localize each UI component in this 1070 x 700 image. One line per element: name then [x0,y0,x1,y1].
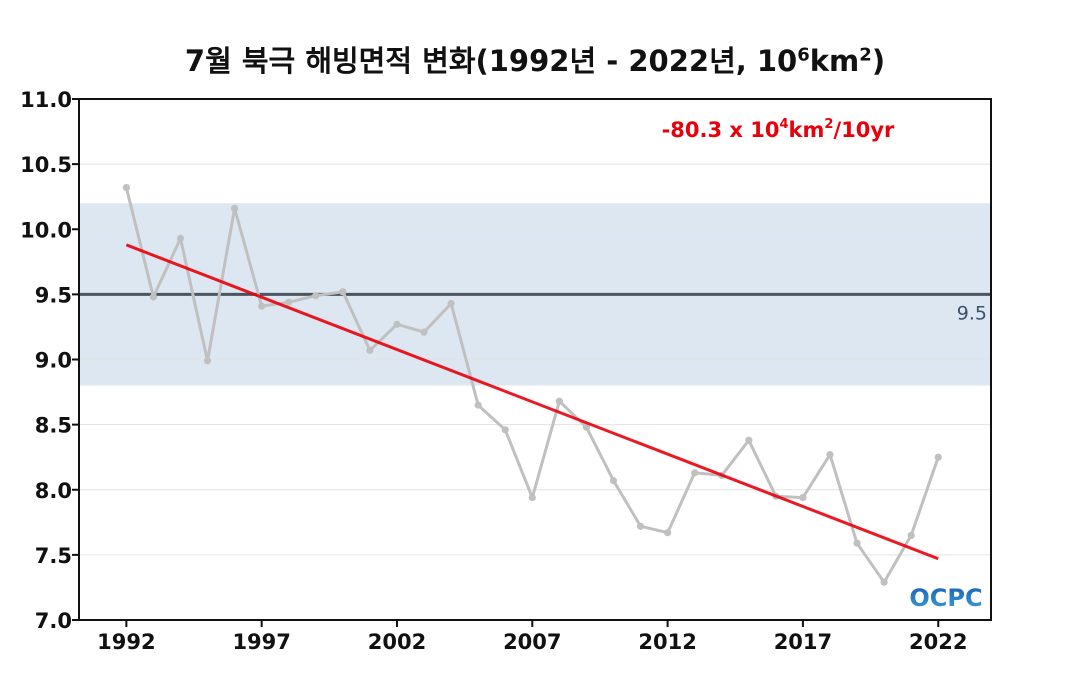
x-tick-label: 1997 [232,630,290,654]
data-point [664,529,672,537]
data-point [880,578,888,586]
y-tick-label: 9.5 [35,283,72,307]
data-point [636,522,645,530]
reference-line-label: 9.5 [957,302,987,324]
x-tick-label: 2022 [909,630,967,654]
y-tick-label: 8.0 [35,479,72,503]
data-point [285,298,293,306]
data-point [420,328,428,336]
y-tick-label: 10.5 [20,153,72,177]
chart-title: 7월 북극 해빙면적 변화(1992년 - 2022년, 106km2) [184,44,886,78]
data-point [176,234,185,242]
data-point [203,357,212,365]
data-point [826,450,834,459]
data-point [853,539,861,547]
data-point [528,493,536,502]
data-point [366,346,374,354]
y-tick-label: 8.5 [35,414,72,438]
x-tick-label: 2012 [638,630,696,654]
data-point [339,288,347,296]
data-point [258,302,266,310]
trend-line [125,243,939,561]
x-tick-label: 2002 [368,630,426,654]
data-point [907,531,915,539]
data-point [934,453,942,461]
data-point [555,397,563,405]
trend-annotation: -80.3 x 104km2/10yr [662,117,895,142]
data-point [691,469,699,477]
y-tick-label: 11.0 [20,88,72,112]
data-point [501,426,509,434]
y-tick-label: 10.0 [20,218,72,242]
y-tick-label: 9.0 [35,349,72,373]
y-tick-label: 7.5 [35,544,72,568]
x-tick-label: 2017 [774,630,832,654]
data-point [393,320,401,328]
x-tick-label: 1992 [97,630,155,654]
data-point [799,493,807,502]
data-point [149,293,158,301]
data-point [474,401,482,409]
data-point [745,436,753,444]
data-point [231,204,239,213]
y-tick-label: 7.0 [35,609,72,633]
x-tick-label: 2007 [503,630,561,654]
data-point [447,299,455,308]
data-point [312,292,320,300]
data-point [609,477,618,485]
ocpc-logo: OCPC [909,584,982,612]
data-point [582,423,591,431]
data-point [122,183,130,192]
